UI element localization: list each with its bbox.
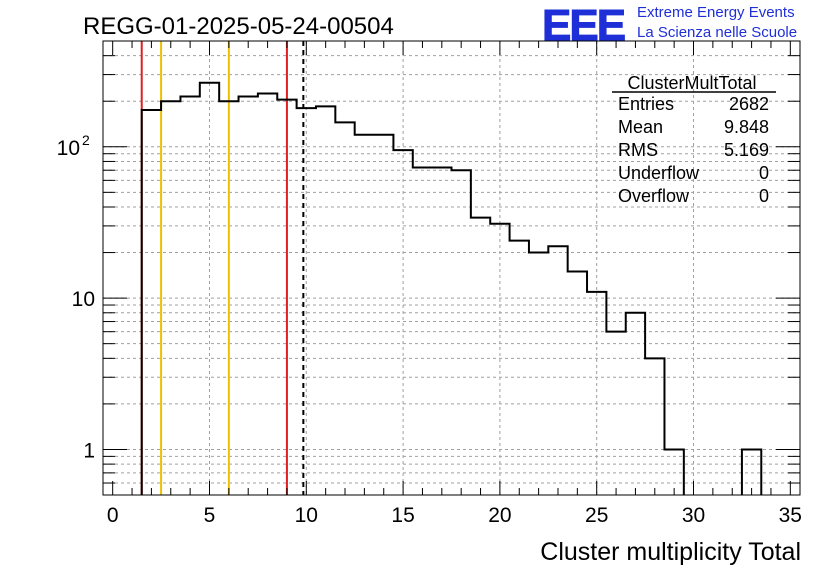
stats-row-label: Mean	[618, 117, 663, 137]
stats-row-value: 0	[759, 163, 769, 183]
x-tick-label: 15	[391, 504, 414, 527]
histogram-outline	[140, 81, 763, 495]
stats-row-label: Entries	[618, 94, 674, 114]
stats-row-value: 5.169	[724, 140, 769, 160]
x-tick-label: 20	[488, 504, 511, 527]
stats-row-value: 9.848	[724, 117, 769, 137]
plot-frame	[102, 40, 801, 496]
x-axis-label: Cluster multiplicity Total	[540, 538, 801, 566]
x-tick-label: 5	[204, 504, 216, 527]
marker-lines	[140, 41, 305, 495]
stats-row-value: 2682	[729, 94, 769, 114]
run-title: REGG-01-2025-05-24-00504	[83, 13, 394, 40]
stats-row-label: Underflow	[618, 163, 700, 183]
y-tick-label: 10	[72, 288, 95, 311]
logo-line-2: La Scienza nelle Scuole	[637, 24, 798, 41]
stats-row-label: Overflow	[618, 186, 690, 206]
stats-box: ClusterMultTotal Entries 2682 Mean 9.848 RMS…	[612, 73, 776, 206]
y-tick-label: 10	[57, 137, 80, 160]
logo-line-1: Extreme Energy Events	[637, 4, 795, 21]
axis-ticks	[103, 40, 800, 496]
eee-logo: EEE	[542, 1, 625, 50]
grid-layer	[103, 40, 800, 496]
stats-title: ClusterMultTotal	[627, 73, 756, 93]
y-tick-label: 1	[83, 439, 95, 462]
x-tick-label: 35	[779, 504, 802, 527]
stats-row-value: 0	[759, 186, 769, 206]
x-tick-label: 10	[295, 504, 318, 527]
x-tick-label: 25	[585, 504, 608, 527]
stats-row-label: RMS	[618, 140, 658, 160]
stats-rows: Entries 2682 Mean 9.848 RMS 5.169 Underflow 0 Ov…	[618, 94, 769, 206]
x-tick-label: 30	[682, 504, 705, 527]
y-tick-label-exponent: 2	[82, 132, 90, 148]
x-tick-label: 0	[107, 504, 119, 527]
